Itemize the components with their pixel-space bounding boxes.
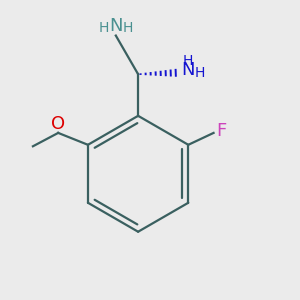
Text: H: H [123, 21, 134, 35]
Text: O: O [51, 115, 65, 133]
Text: H: H [183, 54, 193, 68]
Text: F: F [216, 122, 226, 140]
Text: N: N [181, 61, 194, 79]
Text: N: N [109, 17, 123, 35]
Text: H: H [99, 21, 109, 35]
Text: H: H [194, 66, 205, 80]
